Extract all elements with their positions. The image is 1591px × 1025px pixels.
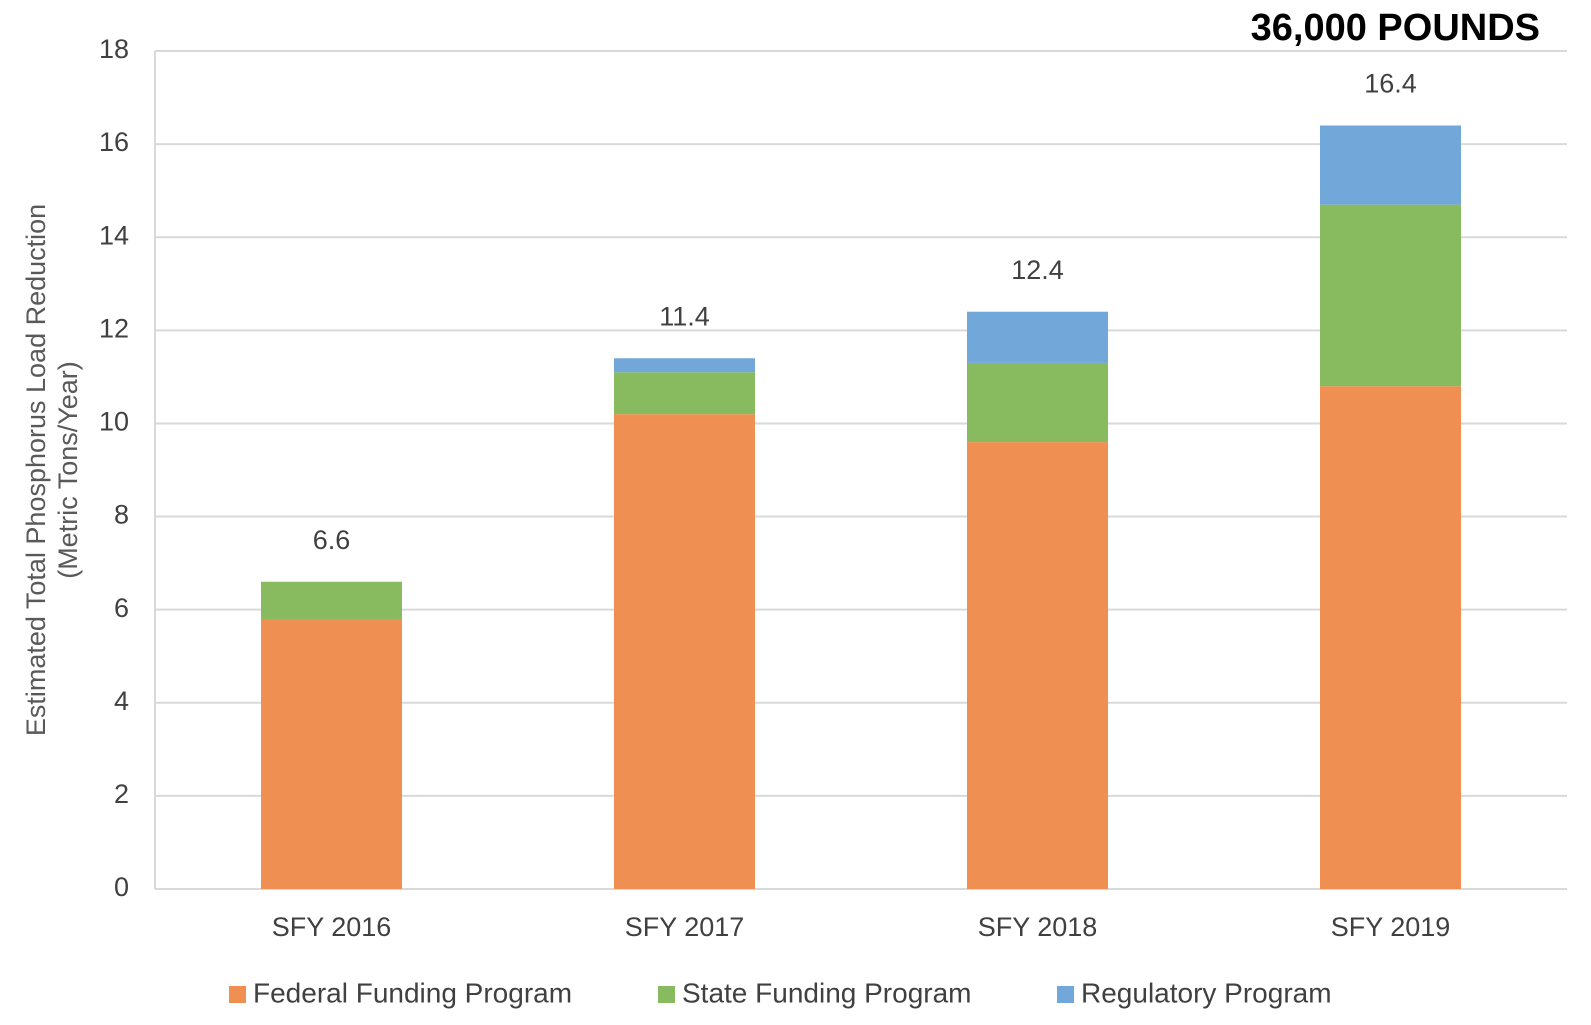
legend-label: Federal Funding Program — [253, 977, 572, 1008]
y-axis-title: Estimated Total Phosphorus Load Reductio… — [21, 204, 51, 736]
bar-segment — [1320, 386, 1461, 889]
legend-label: State Funding Program — [682, 977, 972, 1008]
total-label: 11.4 — [659, 301, 710, 331]
bar-segment — [261, 618, 402, 889]
legend-swatch — [229, 986, 246, 1003]
y-tick-label: 18 — [99, 34, 129, 64]
bar-segment — [614, 372, 755, 415]
legend-swatch — [658, 986, 675, 1003]
y-tick-label: 16 — [99, 127, 129, 157]
y-tick-label: 14 — [99, 220, 129, 250]
bar-segment — [1320, 125, 1461, 205]
y-tick-label: 0 — [114, 872, 129, 902]
x-tick-label: SFY 2017 — [625, 912, 745, 942]
y-tick-label: 6 — [114, 593, 129, 623]
x-tick-label: SFY 2016 — [272, 912, 392, 942]
y-tick-label: 8 — [114, 500, 129, 530]
y-tick-label: 12 — [99, 313, 129, 343]
y-axis-title: (Metric Tons/Year) — [53, 361, 83, 579]
y-tick-label: 10 — [99, 407, 129, 437]
x-tick-label: SFY 2018 — [978, 912, 1098, 942]
total-label: 16.4 — [1364, 69, 1417, 99]
bar-segment — [614, 358, 755, 373]
bar-segment — [967, 442, 1108, 889]
x-tick-label: SFY 2019 — [1331, 912, 1451, 942]
total-label: 12.4 — [1011, 255, 1064, 285]
legend-swatch — [1057, 986, 1074, 1003]
bar-segment — [614, 414, 755, 889]
y-tick-label: 2 — [114, 779, 129, 809]
total-label: 6.6 — [313, 525, 351, 555]
annotation: 36,000 POUNDS — [1251, 7, 1540, 49]
legend-label: Regulatory Program — [1081, 977, 1332, 1008]
bar-segment — [1320, 204, 1461, 387]
bar-segment — [967, 311, 1108, 363]
bar-segment — [261, 581, 402, 619]
y-tick-label: 4 — [114, 686, 129, 716]
bar-segment — [967, 362, 1108, 443]
